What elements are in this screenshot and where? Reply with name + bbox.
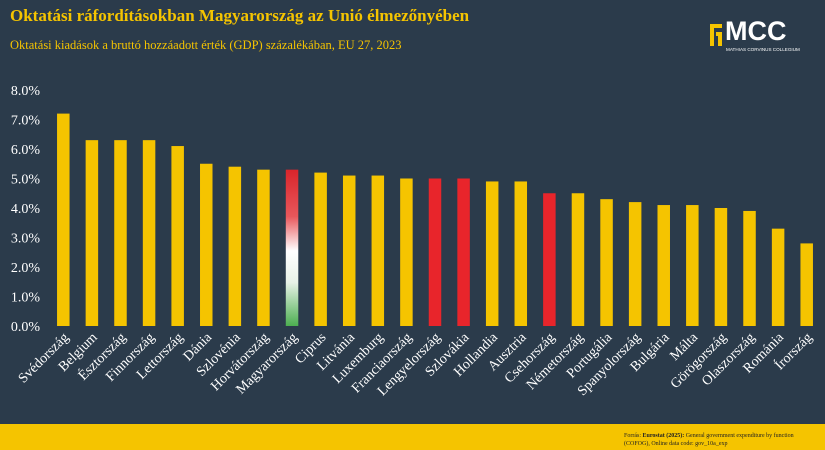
bar-görögország <box>714 208 728 326</box>
y-tick-label: 5.0% <box>11 173 41 188</box>
bar-ciprus <box>314 172 327 326</box>
source-note: Forrás: Eurostat (2025): General governm… <box>624 432 819 448</box>
bar-olaszország <box>743 210 756 326</box>
bar-hollandia <box>485 181 499 326</box>
bar-szlovénia <box>228 166 242 326</box>
bar-írország <box>800 243 813 326</box>
chart-subtitle: Oktatási kiadások a bruttó hozzáadott ér… <box>10 38 402 52</box>
source-label: Forrás: <box>624 433 641 439</box>
y-tick-label: 6.0% <box>11 143 41 158</box>
bar-svédország <box>57 113 70 326</box>
bar-chart: 0.0% 1.0% 2.0% 3.0% 4.0% 5.0% 6.0% 7.0% 8.0% Své… <box>11 84 816 399</box>
y-tick-label: 4.0% <box>11 202 41 217</box>
y-tick-label: 0.0% <box>11 320 41 335</box>
bar-lengyelország <box>428 178 442 326</box>
bar-ausztria <box>514 181 528 326</box>
source-rest: General government expenditure by functi… <box>624 433 794 448</box>
bar-portugália <box>600 199 613 326</box>
bar-finnország <box>142 140 156 326</box>
mcc-logo: MCC MATHIAS CORVINUS COLLEGIUM <box>710 16 820 56</box>
bar-lettország <box>171 146 184 326</box>
bar-spanyolország <box>628 202 642 326</box>
bar-csehország <box>543 193 556 326</box>
bars-group <box>57 113 813 326</box>
y-tick-label: 1.0% <box>11 291 41 306</box>
logo-subtext: MATHIAS CORVINUS COLLEGIUM <box>726 47 800 52</box>
y-tick-label: 7.0% <box>11 114 41 129</box>
logo-mark-icon <box>710 24 722 46</box>
bar-szlovákia <box>457 178 470 326</box>
footer-bar: Forrás: Eurostat (2025): General governm… <box>0 424 825 450</box>
bar-bulgária <box>657 205 670 326</box>
bar-málta <box>686 205 699 326</box>
y-tick-label: 2.0% <box>11 261 41 276</box>
x-axis-labels: SvédországBelgiumÉsztországFinnországLet… <box>16 329 816 399</box>
bar-magyarország <box>285 169 299 326</box>
bar-franciaország <box>400 178 413 326</box>
chart-title: Oktatási ráfordításokban Magyarország az… <box>10 6 470 25</box>
bar-észtország <box>114 140 127 326</box>
bar-románia <box>771 228 785 326</box>
logo-text: MCC <box>725 16 787 46</box>
bar-dánia <box>200 163 213 326</box>
y-tick-label: 3.0% <box>11 232 41 247</box>
bar-németország <box>571 193 585 326</box>
bar-horvátország <box>257 169 270 326</box>
bar-luxemburg <box>371 175 385 326</box>
bar-litvánia <box>342 175 356 326</box>
source-bold: Eurostat (2025): <box>642 433 685 439</box>
bar-belgium <box>85 140 99 326</box>
y-tick-label: 8.0% <box>11 84 41 99</box>
y-axis: 0.0% 1.0% 2.0% 3.0% 4.0% 5.0% 6.0% 7.0% 8.0% <box>11 84 41 335</box>
